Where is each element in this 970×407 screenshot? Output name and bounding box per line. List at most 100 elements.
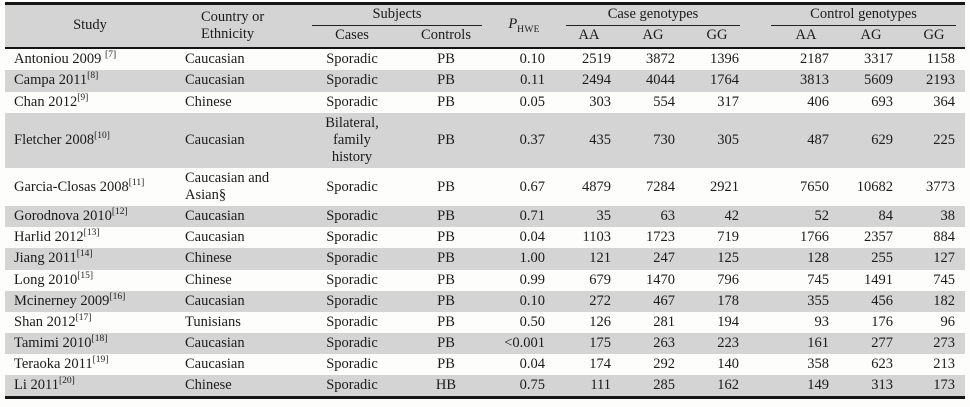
phwe-value-cell: <0.001 xyxy=(504,334,546,351)
table-row: Li 2011[20] Chinese Sporadic HB 0.75 111… xyxy=(5,375,966,398)
study-cell: Gorodnova 2010[12] xyxy=(5,206,175,227)
case-gg-cell: 178 xyxy=(717,292,740,309)
header-control-aa: AA xyxy=(749,26,840,50)
control-genotypes-group-label: Control genotypes xyxy=(771,6,957,26)
study-cell: Garcia-Closas 2008[11] xyxy=(5,168,175,206)
table-header: Study Country or Ethnicity Subjects PHWE… xyxy=(5,3,966,50)
table-row: Garcia-Closas 2008[11] Caucasian and Asi… xyxy=(5,168,965,206)
case-aa-cell: 35 xyxy=(596,208,612,225)
study-cell: Antoniou 2009 [7] xyxy=(5,48,175,70)
controls-cell: PB xyxy=(437,208,455,225)
reference-superscript: [18] xyxy=(91,334,108,345)
subjects-group-label: Subjects xyxy=(312,6,483,26)
case-ag-cell: 3872 xyxy=(646,51,676,68)
control-ag-cell: 456 xyxy=(871,292,894,309)
country-ethnicity-cell: Caucasian xyxy=(185,72,245,89)
country-ethnicity-cell: Caucasian xyxy=(185,356,245,373)
case-gg-cell: 1764 xyxy=(710,72,740,89)
study-cell: Li 2011[20] xyxy=(5,375,175,398)
controls-cell: PB xyxy=(437,250,455,267)
control-gg-cell: 96 xyxy=(940,313,956,330)
controls-cell: PB xyxy=(437,131,455,148)
phwe-value-cell: 0.71 xyxy=(519,208,546,225)
case-ag-cell: 285 xyxy=(653,377,676,394)
case-ag-cell: 730 xyxy=(653,131,676,148)
study-cell: Mcinerney 2009[16] xyxy=(5,291,175,312)
header-group-row: Study Country or Ethnicity Subjects PHWE… xyxy=(5,3,966,50)
case-aa-cell: 435 xyxy=(589,131,612,148)
study-name: Fletcher 2008 xyxy=(14,131,95,148)
reference-superscript: [7] xyxy=(105,50,117,61)
study-name: Campa 2011 xyxy=(14,72,88,89)
study-cell: Harlid 2012[13] xyxy=(5,227,175,248)
control-aa-cell: 358 xyxy=(807,356,830,373)
phwe-value-cell: 0.99 xyxy=(519,271,546,288)
case-ag-cell: 1723 xyxy=(646,229,676,246)
reference-superscript: [17] xyxy=(75,312,92,323)
case-ag-cell: 263 xyxy=(653,334,676,351)
study-name: Jiang 2011 xyxy=(14,250,77,267)
country-ethnicity-cell: Caucasian xyxy=(185,334,245,351)
control-ag-cell: 313 xyxy=(871,377,894,394)
study-name: Antoniou 2009 xyxy=(14,51,106,68)
study-cell: Long 2010[15] xyxy=(5,270,175,291)
controls-cell: PB xyxy=(437,334,455,351)
case-ag-cell: 1470 xyxy=(646,271,676,288)
header-control-genotypes-group: Control genotypes xyxy=(749,3,966,27)
case-aa-cell: 272 xyxy=(589,292,612,309)
phwe-value-cell: 0.37 xyxy=(519,131,546,148)
reference-superscript: [12] xyxy=(111,207,128,218)
control-aa-cell: 149 xyxy=(807,377,830,394)
reference-superscript: [8] xyxy=(87,71,99,82)
cases-cell: Sporadic xyxy=(326,356,378,373)
control-gg-cell: 364 xyxy=(933,93,956,110)
case-gg-cell: 140 xyxy=(717,356,740,373)
country-ethnicity-cell: Caucasian xyxy=(185,51,245,68)
header-cases: Cases xyxy=(303,26,401,50)
header-control-gg: GG xyxy=(903,26,966,50)
header-control-ag: AG xyxy=(839,26,904,50)
control-aa-cell: 7650 xyxy=(800,178,830,195)
study-cell: Jiang 2011[14] xyxy=(5,248,175,269)
case-gg-cell: 796 xyxy=(717,271,740,288)
controls-cell: PB xyxy=(437,51,455,68)
control-gg-cell: 182 xyxy=(933,292,956,309)
controls-cell: PB xyxy=(437,271,455,288)
table-row: Campa 2011[8] Caucasian Sporadic PB 0.11… xyxy=(5,70,966,92)
case-gg-cell: 223 xyxy=(717,334,740,351)
study-name: Gorodnova 2010 xyxy=(14,208,112,225)
phwe-value-cell: 0.75 xyxy=(519,377,546,394)
country-ethnicity-cell: Caucasian xyxy=(185,229,245,246)
cases-cell: Sporadic xyxy=(326,72,378,89)
phwe-value-cell: 1.00 xyxy=(519,250,546,267)
study-cell: Teraoka 2011[19] xyxy=(5,354,175,375)
controls-cell: PB xyxy=(437,72,455,89)
case-aa-cell: 679 xyxy=(589,271,612,288)
case-ag-cell: 63 xyxy=(660,208,676,225)
reference-superscript: [10] xyxy=(94,130,110,141)
case-gg-cell: 719 xyxy=(717,229,740,246)
phwe-value-cell: 0.10 xyxy=(519,51,546,68)
table-body: Antoniou 2009 [7] Caucasian Sporadic PB … xyxy=(5,48,966,398)
control-aa-cell: 52 xyxy=(814,208,830,225)
country-ethnicity-cell: Chinese xyxy=(185,271,232,288)
case-gg-cell: 162 xyxy=(717,377,740,394)
cases-cell: Sporadic xyxy=(326,208,378,225)
case-gg-cell: 194 xyxy=(717,313,740,330)
study-name: Garcia-Closas 2008 xyxy=(14,178,129,195)
case-aa-cell: 121 xyxy=(589,250,612,267)
control-ag-cell: 629 xyxy=(871,131,894,148)
country-ethnicity-cell: Chinese xyxy=(185,93,232,110)
control-gg-cell: 225 xyxy=(933,131,956,148)
control-aa-cell: 355 xyxy=(807,292,830,309)
controls-cell: PB xyxy=(437,292,455,309)
genotype-study-table: Study Country or Ethnicity Subjects PHWE… xyxy=(5,2,966,400)
reference-superscript: [13] xyxy=(83,228,100,239)
cases-cell: Sporadic xyxy=(326,229,378,246)
controls-cell: PB xyxy=(437,356,455,373)
cases-cell: Sporadic xyxy=(326,313,378,330)
control-aa-cell: 93 xyxy=(814,313,830,330)
study-name: Chan 2012 xyxy=(14,93,78,110)
case-aa-cell: 175 xyxy=(589,334,612,351)
case-ag-cell: 281 xyxy=(653,313,676,330)
